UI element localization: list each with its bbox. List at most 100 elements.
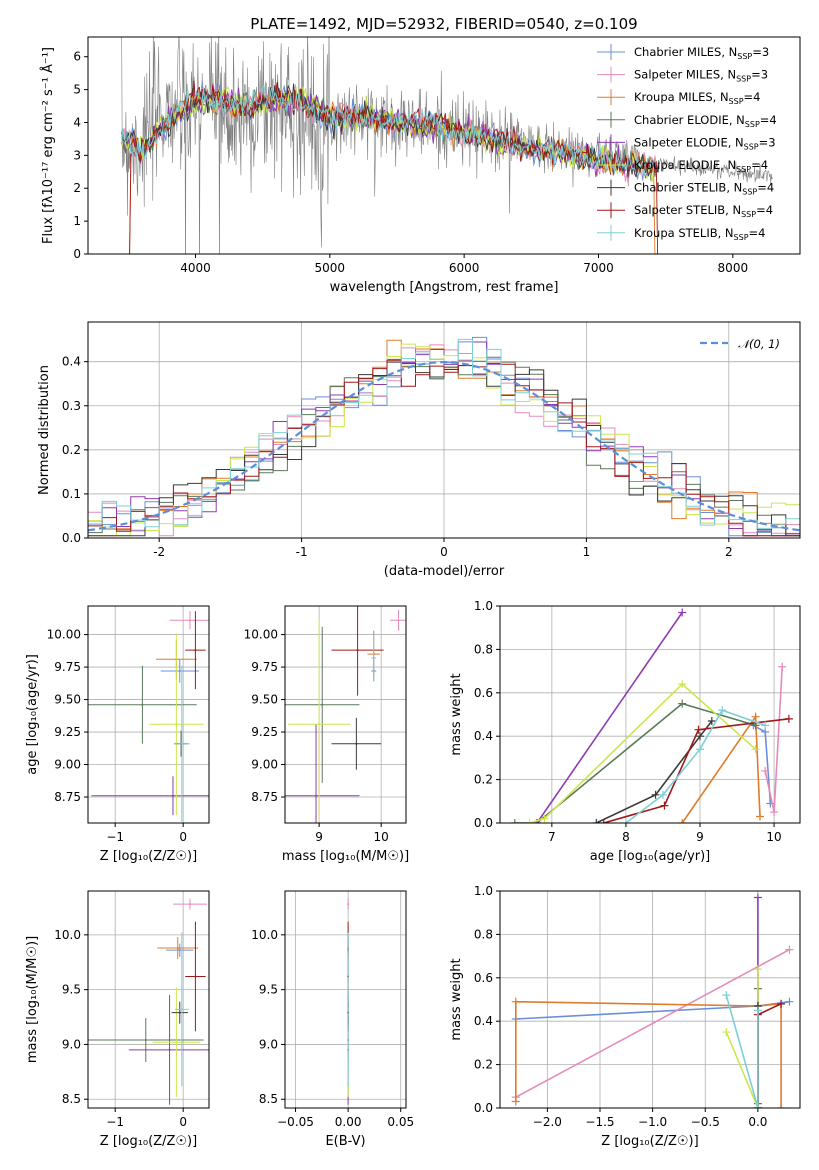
marker-kroupa-stelib: [753, 1104, 762, 1108]
y-axis-label: age [log₁₀(age/yr)]: [25, 654, 40, 775]
line-kroupa-stelib: [725, 994, 759, 1108]
x-axis-label: age [log₁₀(age/yr)]: [590, 849, 711, 864]
marker-kroupa-elodie: [751, 745, 760, 754]
marker-salpeter-stelib: [784, 714, 793, 723]
y-tick-label: 0: [73, 247, 81, 261]
axes-frame: [87, 890, 210, 1109]
legend-label-chabrier-miles: Chabrier MILES, NSSP=3: [634, 45, 769, 61]
legend-text: Kroupa STELIB, N: [634, 226, 734, 240]
marker-kroupa-stelib: [658, 790, 667, 799]
x-tick-label: 5000: [315, 261, 346, 275]
legend-label-salpeter-miles: Salpeter MILES, NSSP=3: [634, 68, 768, 84]
marker-salpeter-miles: [761, 766, 770, 775]
y-tick-label: 4: [73, 115, 81, 129]
x-axis-label: Z [log₁₀(Z/Z☉)]: [601, 1134, 698, 1149]
x-tick-label: 7: [548, 830, 556, 844]
y-tick-label: 9.0: [259, 1037, 278, 1051]
plot-area: [500, 891, 800, 1108]
y-tick-label: 9.75: [251, 660, 278, 674]
axes-frame: [87, 36, 801, 255]
y-tick-label: 9.50: [251, 693, 278, 707]
y-tick-label: 0.4: [62, 355, 81, 369]
axes-frame: [284, 605, 407, 824]
y-tick-label: 9.75: [54, 660, 81, 674]
y-tick-label: 10.0: [251, 928, 278, 942]
marker-chabrier-elodie: [510, 819, 519, 823]
legend-sub: SSP: [745, 120, 760, 129]
point-salpeter-miles: [188, 903, 191, 906]
marker-kroupa-stelib: [621, 819, 630, 823]
point-salpeter-miles: [347, 903, 350, 906]
legend-sub: SSP: [729, 97, 744, 106]
x-axis-label: E(B-V): [325, 1134, 365, 1149]
x-axis-label: (data-model)/error: [384, 564, 505, 579]
x-tick-label: 0.00: [335, 1115, 362, 1129]
panel-weight-age: 7 8 9 10 0.0 0.2 0.4 0.6 0.8 1.0 age [log₁₀(age/yr…: [449, 599, 801, 864]
hist-kroupa-elodie: [88, 343, 800, 537]
y-tick-label: 8.5: [259, 1092, 278, 1106]
legend-sub: SSP: [737, 52, 752, 61]
spectrum-data-line: [121, 37, 774, 254]
marker-salpeter-stelib: [660, 801, 669, 810]
marker-kroupa-elodie: [753, 965, 762, 974]
x-tick-label: 9: [315, 830, 323, 844]
line-kroupa-miles: [681, 714, 761, 823]
axes-frame: [284, 890, 407, 1109]
marker-kroupa-stelib: [718, 706, 727, 715]
marker-kroupa-stelib: [722, 991, 731, 1000]
marker-salpeter-miles: [785, 945, 794, 954]
x-axis-label: Z [log₁₀(Z/Z☉)]: [100, 1134, 197, 1149]
marker-salpeter-miles: [778, 662, 787, 671]
legend-suffix: =4: [751, 158, 768, 172]
y-tick-label: 0.2: [474, 1058, 493, 1072]
legend-label-kroupa-miles: Kroupa MILES, NSSP=4: [634, 90, 760, 106]
legend-sub: SSP: [736, 75, 751, 84]
x-tick-label: 8: [622, 830, 630, 844]
y-axis-label: Flux [fλ10⁻¹⁷ erg cm⁻² s⁻¹ Å⁻¹]: [40, 47, 56, 244]
marker-chabrier-stelib: [592, 819, 601, 823]
marker-kroupa-miles: [678, 819, 687, 823]
legend-label-chabrier-stelib: Chabrier STELIB, NSSP=4: [634, 181, 774, 197]
x-tick-label: −1: [106, 1115, 124, 1129]
point-chabrier-stelib: [178, 1011, 181, 1014]
y-tick-label: 9.00: [54, 758, 81, 772]
legend-text: Chabrier MILES, N: [634, 45, 737, 59]
figure-title: PLATE=1492, MJD=52932, FIBERID=0540, z=0…: [250, 15, 637, 33]
legend-text: Kroupa MILES, N: [634, 90, 729, 104]
x-tick-label: 10: [374, 830, 389, 844]
y-tick-label: 0.6: [474, 686, 493, 700]
y-tick-label: 1.0: [474, 599, 493, 613]
y-tick-label: 9.00: [251, 758, 278, 772]
x-tick-label: 0.05: [387, 1115, 414, 1129]
point-chabrier-elodie: [144, 1039, 147, 1042]
y-tick-label: 5: [73, 83, 81, 97]
hist-salpeter-elodie: [88, 341, 800, 537]
panel-residuals: -2 -1 0 1 2 0.0 0.1 0.2 0.3 0.4 (data-model)/error…: [37, 321, 801, 579]
y-tick-label: 0.0: [474, 816, 493, 830]
x-tick-label: −0.5: [691, 1115, 720, 1129]
legend-sub: SSP: [741, 210, 756, 219]
x-tick-label: 0: [179, 830, 187, 844]
x-tick-label: -1: [296, 545, 308, 559]
point-salpeter-miles: [188, 619, 191, 622]
legend-suffix: =4: [749, 226, 766, 240]
legend-sub: SSP: [742, 188, 757, 197]
marker-chabrier-stelib: [651, 790, 660, 799]
plot-area: [285, 606, 406, 823]
point-kroupa-elodie: [318, 723, 321, 726]
y-tick-label: 1: [73, 214, 81, 228]
x-tick-label: -2: [153, 545, 165, 559]
axes-frame: [87, 321, 801, 539]
legend-suffix: =4: [760, 113, 777, 127]
y-axis-label: Normed distribution: [37, 365, 52, 495]
legend-sub: SSP: [736, 165, 751, 174]
legend-suffix: =4: [756, 203, 773, 217]
point-chabrier-elodie: [141, 703, 144, 706]
y-tick-label: 0.8: [474, 642, 493, 656]
legend-label-chabrier-elodie: Chabrier ELODIE, NSSP=4: [634, 113, 777, 129]
x-tick-label: −1.5: [585, 1115, 614, 1129]
y-tick-label: 0.6: [474, 971, 493, 985]
point-salpeter-miles: [397, 619, 400, 622]
y-tick-label: 0.2: [474, 773, 493, 787]
point-chabrier-miles: [178, 949, 181, 952]
